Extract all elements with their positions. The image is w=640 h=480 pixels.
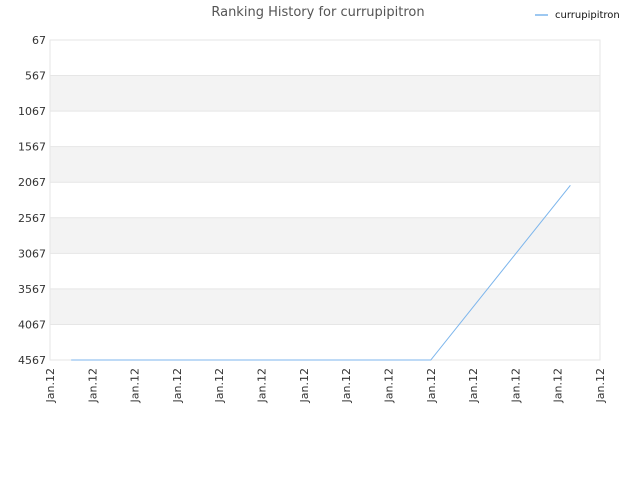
x-tick-label: Jan.12	[340, 368, 353, 403]
y-tick-label: 4567	[18, 354, 46, 367]
series-line	[71, 184, 571, 361]
plot-band	[50, 288, 600, 325]
x-tick-label: Jan.12	[213, 368, 226, 403]
y-tick-label: 1567	[18, 141, 46, 154]
plot-band	[50, 182, 600, 218]
y-tick-label: 2567	[18, 212, 46, 225]
legend[interactable]: currupipitron	[535, 10, 620, 21]
plot-bands	[50, 39, 600, 360]
plot-band	[50, 75, 600, 112]
y-tick-label: 3067	[18, 247, 46, 260]
y-tick-label: 4067	[18, 318, 46, 331]
plot-band	[50, 111, 600, 147]
x-tick-label: Jan.12	[256, 368, 269, 403]
x-axis-ticks: Jan.12 Jan.12 Jan.12 Jan.12 Jan.12 Jan.12 Jan.…	[44, 368, 607, 403]
x-tick-label: Jan.12	[382, 368, 395, 403]
plot-band	[50, 40, 600, 76]
chart-title: Ranking History for currupipitron	[211, 5, 424, 20]
y-axis-ticks: 67 567 1067 1567 2067 2567 3067 3567 4067 4567	[18, 34, 46, 367]
y-tick-label: 67	[32, 34, 46, 47]
plot-band	[50, 253, 600, 289]
plot-band	[50, 146, 600, 183]
x-tick-label: Jan.12	[509, 368, 522, 403]
legend-label: currupipitron	[555, 10, 620, 21]
x-tick-label: Jan.12	[86, 368, 99, 403]
y-tick-label: 1067	[18, 105, 46, 118]
x-tick-label: Jan.12	[594, 368, 607, 403]
plot-band	[50, 217, 600, 254]
y-tick-label: 2067	[18, 176, 46, 189]
x-tick-label: Jan.12	[44, 368, 57, 403]
x-tick-label: Jan.12	[129, 368, 142, 403]
x-tick-label: Jan.12	[171, 368, 184, 403]
x-tick-label: Jan.12	[425, 368, 438, 403]
x-tick-label: Jan.12	[467, 368, 480, 403]
x-tick-label: Jan.12	[298, 368, 311, 403]
x-tick-label: Jan.12	[552, 368, 565, 403]
y-tick-label: 567	[25, 70, 46, 83]
plot-band	[50, 324, 600, 360]
series-layer	[71, 184, 571, 361]
y-tick-label: 3567	[18, 283, 46, 296]
